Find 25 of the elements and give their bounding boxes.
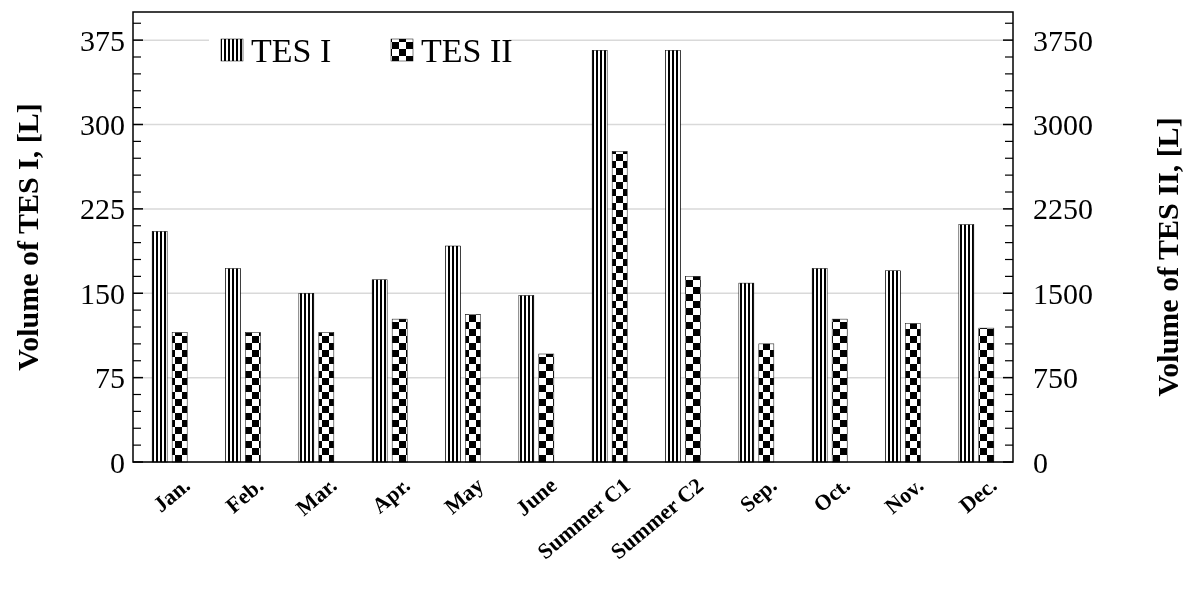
y2-tick-label: 2250: [1033, 192, 1093, 226]
x-tick-label: Sep.: [734, 472, 782, 518]
y2-tick-label: 750: [1033, 361, 1078, 395]
y-tick-label: 300: [80, 108, 125, 141]
y-tick-label: 150: [80, 276, 125, 310]
y-tick-label: 225: [80, 192, 125, 226]
y2-tick-label: 3750: [1033, 23, 1093, 57]
x-tick-label: Mar.: [290, 472, 342, 521]
y2-tick-label: 0: [1033, 445, 1048, 479]
y2-tick-label: 3000: [1033, 108, 1093, 141]
y-axis-title: Volume of TES I, [L]: [11, 103, 44, 371]
x-tick-label: Feb.: [220, 472, 269, 518]
y-tick-label: 75: [95, 361, 125, 395]
x-tick-label: Dec.: [954, 472, 1002, 518]
x-tick-label: Oct.: [808, 472, 855, 518]
legend-label: TES II: [421, 31, 513, 69]
x-tick-label: May: [439, 472, 489, 520]
x-tick-label: Apr.: [367, 472, 415, 519]
x-tick-label: Jan.: [148, 472, 195, 518]
legend-label: TES I: [251, 31, 332, 69]
y-tick-label: 0: [110, 445, 125, 479]
x-tick-label: Nov.: [879, 472, 929, 519]
y2-tick-label: 1500: [1033, 276, 1093, 310]
y-tick-label: 375: [80, 23, 125, 57]
y2-axis-title: Volume of TES II, [L]: [1151, 117, 1184, 397]
